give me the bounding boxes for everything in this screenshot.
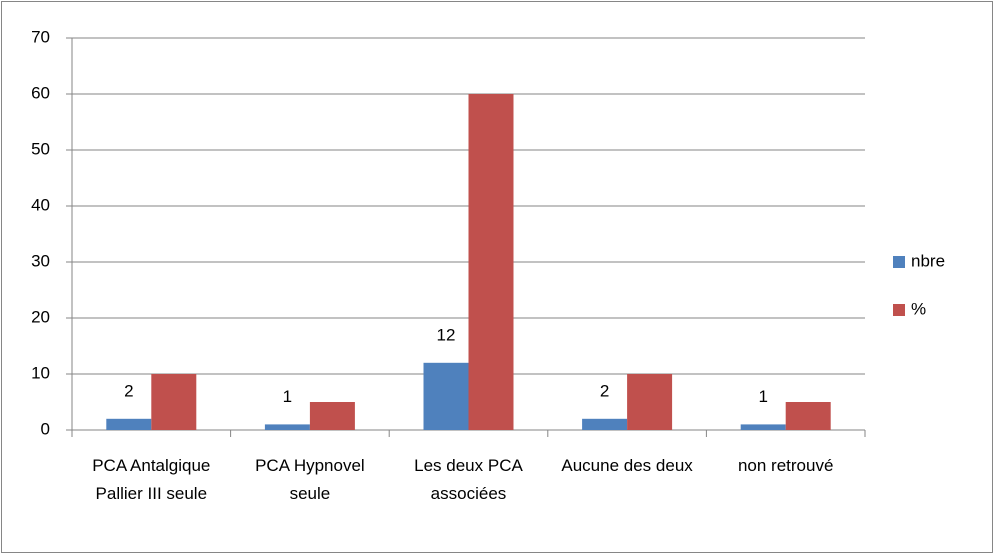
bar [423, 362, 469, 430]
bar [106, 418, 152, 430]
bar [740, 424, 786, 430]
y-tick-label: 10 [31, 363, 50, 382]
y-tick-label: 40 [31, 195, 50, 214]
x-tick-label: Aucune des deux [561, 456, 693, 475]
bar [264, 424, 310, 430]
bar [627, 374, 673, 430]
legend-swatch [893, 304, 905, 316]
y-tick-label: 30 [31, 251, 50, 270]
y-tick-label: 70 [31, 27, 50, 46]
x-tick-label: non retrouvé [737, 456, 834, 475]
legend-label: nbre [911, 251, 945, 270]
data-label: 12 [437, 325, 456, 344]
y-tick-label: 60 [31, 83, 50, 102]
data-label: 1 [283, 387, 292, 406]
bar [785, 402, 831, 430]
data-label: 2 [600, 381, 609, 400]
legend-swatch [893, 256, 905, 268]
legend-label: % [911, 299, 926, 318]
bar [309, 402, 355, 430]
x-tick-label: Les deux PCA associées [414, 456, 523, 503]
y-tick-label: 50 [31, 139, 50, 158]
x-tick-label: PCA Antalgique Pallier III seule [92, 456, 211, 503]
data-label: 1 [758, 387, 767, 406]
y-tick-label: 20 [31, 307, 50, 326]
bar [151, 374, 197, 430]
data-label: 2 [124, 381, 133, 400]
y-tick-label: 0 [41, 419, 50, 438]
x-tick-label: PCA Hypnovel seule [255, 456, 365, 503]
bar [468, 94, 514, 430]
bar [582, 418, 628, 430]
